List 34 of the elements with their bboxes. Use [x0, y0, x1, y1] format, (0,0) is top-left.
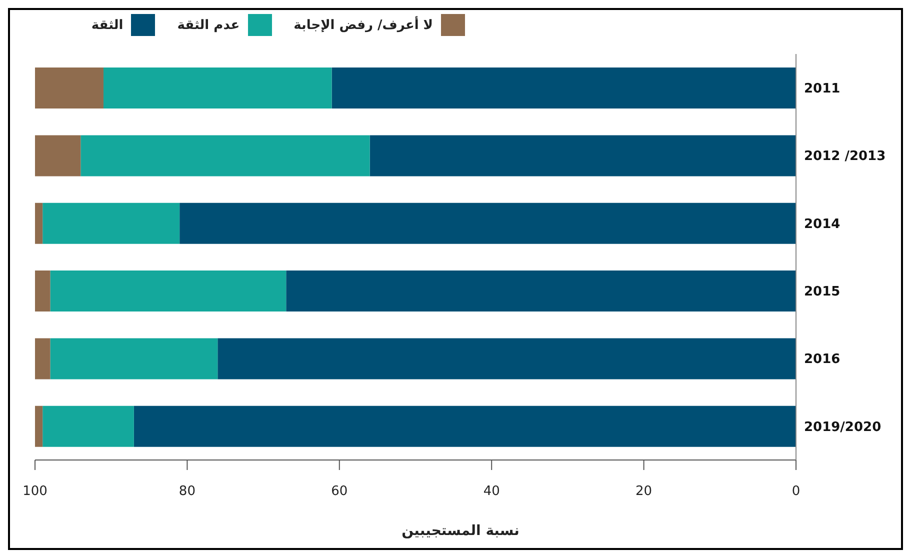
y-tick-label: 2016 — [804, 352, 840, 368]
y-tick-label: 2019/2020 — [804, 420, 882, 435]
legend-label: لا أعرف/ رفض الإجابة — [294, 18, 433, 32]
x-tick-label: 40 — [483, 484, 500, 500]
bar — [50, 338, 218, 380]
bar — [134, 406, 796, 447]
bar — [35, 202, 43, 244]
bar — [35, 270, 50, 312]
bar — [50, 270, 286, 312]
x-tick-label: 0 — [792, 484, 800, 500]
bar — [35, 406, 43, 447]
x-tick-label: 100 — [22, 484, 48, 500]
bar — [103, 68, 332, 109]
x-tick-label: 60 — [331, 484, 348, 500]
y-tick-label: 2014 — [804, 216, 840, 232]
y-tick-label: 2012 /2013 — [804, 149, 886, 164]
legend-label: الثقة — [91, 18, 124, 32]
x-tick-label: 20 — [636, 484, 652, 500]
bar — [370, 135, 796, 176]
bar — [332, 68, 796, 109]
bar — [35, 338, 50, 380]
bar — [80, 135, 370, 176]
y-tick-label: 2015 — [804, 284, 840, 300]
bar — [42, 406, 134, 447]
legend-label: عدم الثقة — [177, 18, 240, 32]
bar — [42, 202, 180, 244]
x-tick-label: 80 — [178, 484, 196, 500]
x-axis-title: نسبة المستجيبين — [402, 523, 520, 539]
bar — [180, 202, 796, 244]
bar — [286, 270, 796, 312]
bar — [35, 135, 81, 176]
bar — [218, 338, 796, 380]
bar — [35, 68, 104, 109]
y-tick-label: 2011 — [804, 81, 840, 96]
